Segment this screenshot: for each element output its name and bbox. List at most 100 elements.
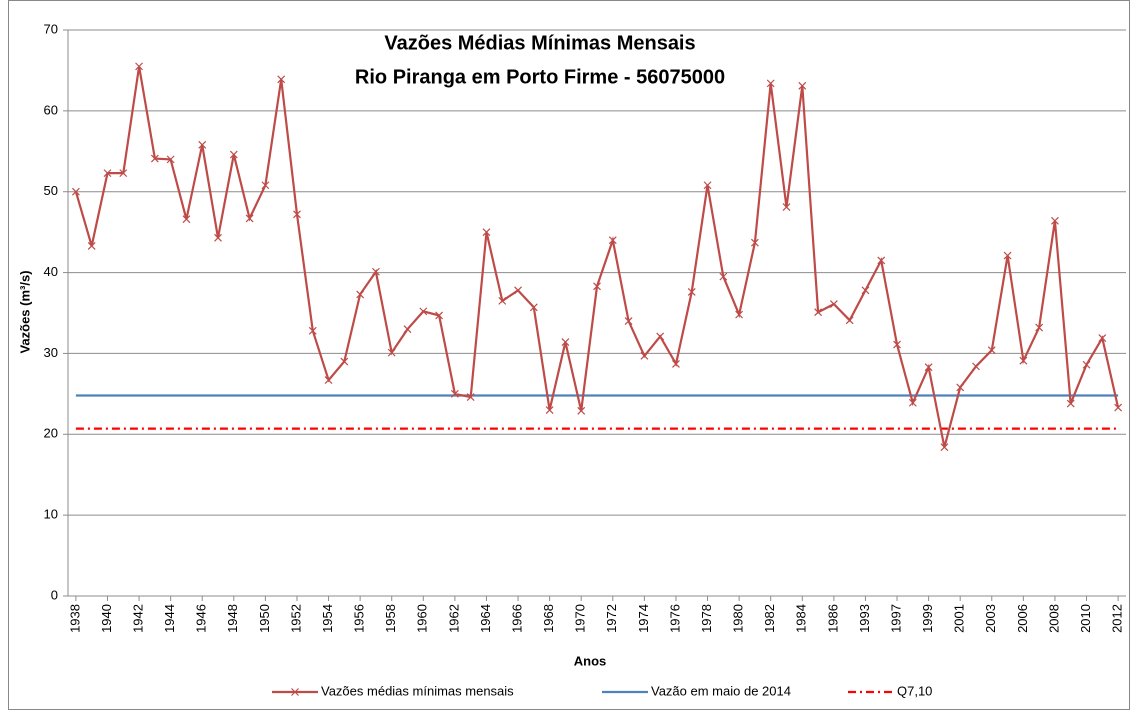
chart-title: Vazões Médias Mínimas Mensais bbox=[384, 32, 695, 54]
y-tick-label: 30 bbox=[44, 345, 58, 360]
point-marker bbox=[514, 286, 522, 295]
point-marker bbox=[545, 406, 554, 414]
x-tick-label: 1960 bbox=[415, 604, 430, 633]
point-marker bbox=[245, 214, 254, 223]
point-marker bbox=[561, 338, 570, 347]
point-marker bbox=[119, 169, 128, 178]
point-marker bbox=[1019, 356, 1028, 365]
point-marker bbox=[608, 236, 617, 245]
legend-label: Q7,10 bbox=[897, 683, 932, 698]
point-marker bbox=[308, 326, 317, 335]
point-marker bbox=[861, 286, 870, 295]
point-marker bbox=[529, 303, 538, 312]
point-marker bbox=[624, 317, 633, 326]
x-tick-label: 1980 bbox=[731, 604, 746, 633]
point-marker bbox=[1035, 323, 1044, 332]
point-marker bbox=[387, 348, 396, 357]
y-tick-label: 60 bbox=[44, 102, 58, 117]
point-marker bbox=[482, 228, 491, 237]
point-marker bbox=[435, 311, 444, 320]
y-axis-title: Vazões (m³/s) bbox=[17, 270, 32, 353]
point-marker bbox=[214, 233, 222, 242]
x-tick-label: 2006 bbox=[1015, 604, 1030, 633]
point-marker bbox=[150, 154, 159, 163]
point-marker bbox=[735, 310, 744, 319]
x-tick-label: 1954 bbox=[320, 604, 335, 633]
x-tick-label: 1986 bbox=[825, 604, 840, 633]
point-marker bbox=[466, 393, 475, 402]
point-marker bbox=[877, 256, 886, 265]
x-tick-label: 1938 bbox=[67, 604, 82, 633]
point-marker bbox=[924, 363, 933, 372]
point-marker bbox=[829, 300, 838, 309]
point-marker bbox=[419, 307, 428, 316]
x-tick-label: 1948 bbox=[225, 604, 240, 633]
point-marker bbox=[293, 210, 301, 219]
point-marker bbox=[672, 360, 680, 368]
point-marker bbox=[1066, 399, 1075, 408]
point-marker bbox=[593, 282, 601, 291]
x-tick-label: 1968 bbox=[541, 604, 556, 633]
x-tick-label: 1993 bbox=[857, 604, 872, 633]
legend-label: Vazões médias mínimas mensais bbox=[321, 683, 514, 698]
point-marker bbox=[640, 351, 649, 360]
x-tick-label: 1974 bbox=[636, 604, 651, 633]
x-tick-label: 1964 bbox=[478, 604, 493, 633]
point-marker bbox=[1082, 360, 1091, 369]
point-marker bbox=[987, 346, 996, 355]
x-tick-label: 1946 bbox=[194, 604, 209, 633]
point-marker bbox=[450, 389, 459, 398]
point-marker bbox=[103, 169, 112, 178]
x-tick-label: 1962 bbox=[446, 604, 461, 633]
point-marker bbox=[798, 81, 807, 90]
chart-subtitle: Rio Piranga em Porto Firme - 56075000 bbox=[355, 66, 725, 88]
y-tick-label: 70 bbox=[44, 21, 58, 36]
x-tick-label: 2012 bbox=[1110, 604, 1125, 633]
x-tick-label: 1942 bbox=[130, 604, 145, 633]
x-tick-label: 1984 bbox=[794, 604, 809, 633]
point-marker bbox=[182, 215, 191, 224]
point-marker bbox=[703, 181, 712, 190]
point-marker bbox=[166, 155, 175, 164]
x-tick-label: 1940 bbox=[99, 604, 114, 633]
point-marker bbox=[814, 308, 822, 317]
x-tick-label: 2008 bbox=[1046, 604, 1061, 633]
point-marker bbox=[87, 241, 96, 250]
x-tick-label: 1952 bbox=[288, 604, 303, 633]
point-marker bbox=[277, 75, 286, 84]
x-tick-label: 1958 bbox=[383, 604, 398, 633]
x-tick-label: 1997 bbox=[888, 604, 903, 633]
point-marker bbox=[972, 362, 980, 371]
y-tick-label: 40 bbox=[44, 264, 58, 279]
x-tick-label: 2010 bbox=[1078, 604, 1093, 633]
x-tick-label: 1950 bbox=[257, 604, 272, 633]
point-marker bbox=[1114, 403, 1123, 412]
point-marker bbox=[956, 383, 965, 392]
point-marker bbox=[1003, 251, 1012, 260]
point-marker bbox=[893, 340, 901, 349]
y-tick-label: 0 bbox=[51, 587, 58, 602]
x-tick-label: 1944 bbox=[162, 604, 177, 633]
x-tick-label: 1970 bbox=[573, 604, 588, 633]
x-tick-label: 1956 bbox=[352, 604, 367, 633]
point-marker bbox=[908, 398, 917, 407]
point-marker bbox=[71, 187, 80, 196]
point-marker bbox=[403, 325, 412, 334]
x-tick-label: 1999 bbox=[920, 604, 935, 633]
x-tick-label: 2001 bbox=[952, 604, 967, 633]
legend-marker bbox=[291, 688, 299, 696]
point-marker bbox=[372, 267, 380, 276]
legend-label: Vazão em maio de 2014 bbox=[651, 683, 791, 698]
point-marker bbox=[845, 316, 854, 325]
point-marker bbox=[577, 406, 586, 415]
y-tick-label: 10 bbox=[44, 507, 58, 522]
point-marker bbox=[340, 357, 349, 366]
x-tick-label: 1982 bbox=[762, 604, 777, 633]
point-marker bbox=[766, 79, 775, 88]
point-marker bbox=[324, 376, 333, 385]
point-marker bbox=[719, 272, 728, 281]
point-marker bbox=[656, 332, 665, 341]
point-marker bbox=[198, 140, 207, 149]
point-marker bbox=[1051, 216, 1059, 225]
